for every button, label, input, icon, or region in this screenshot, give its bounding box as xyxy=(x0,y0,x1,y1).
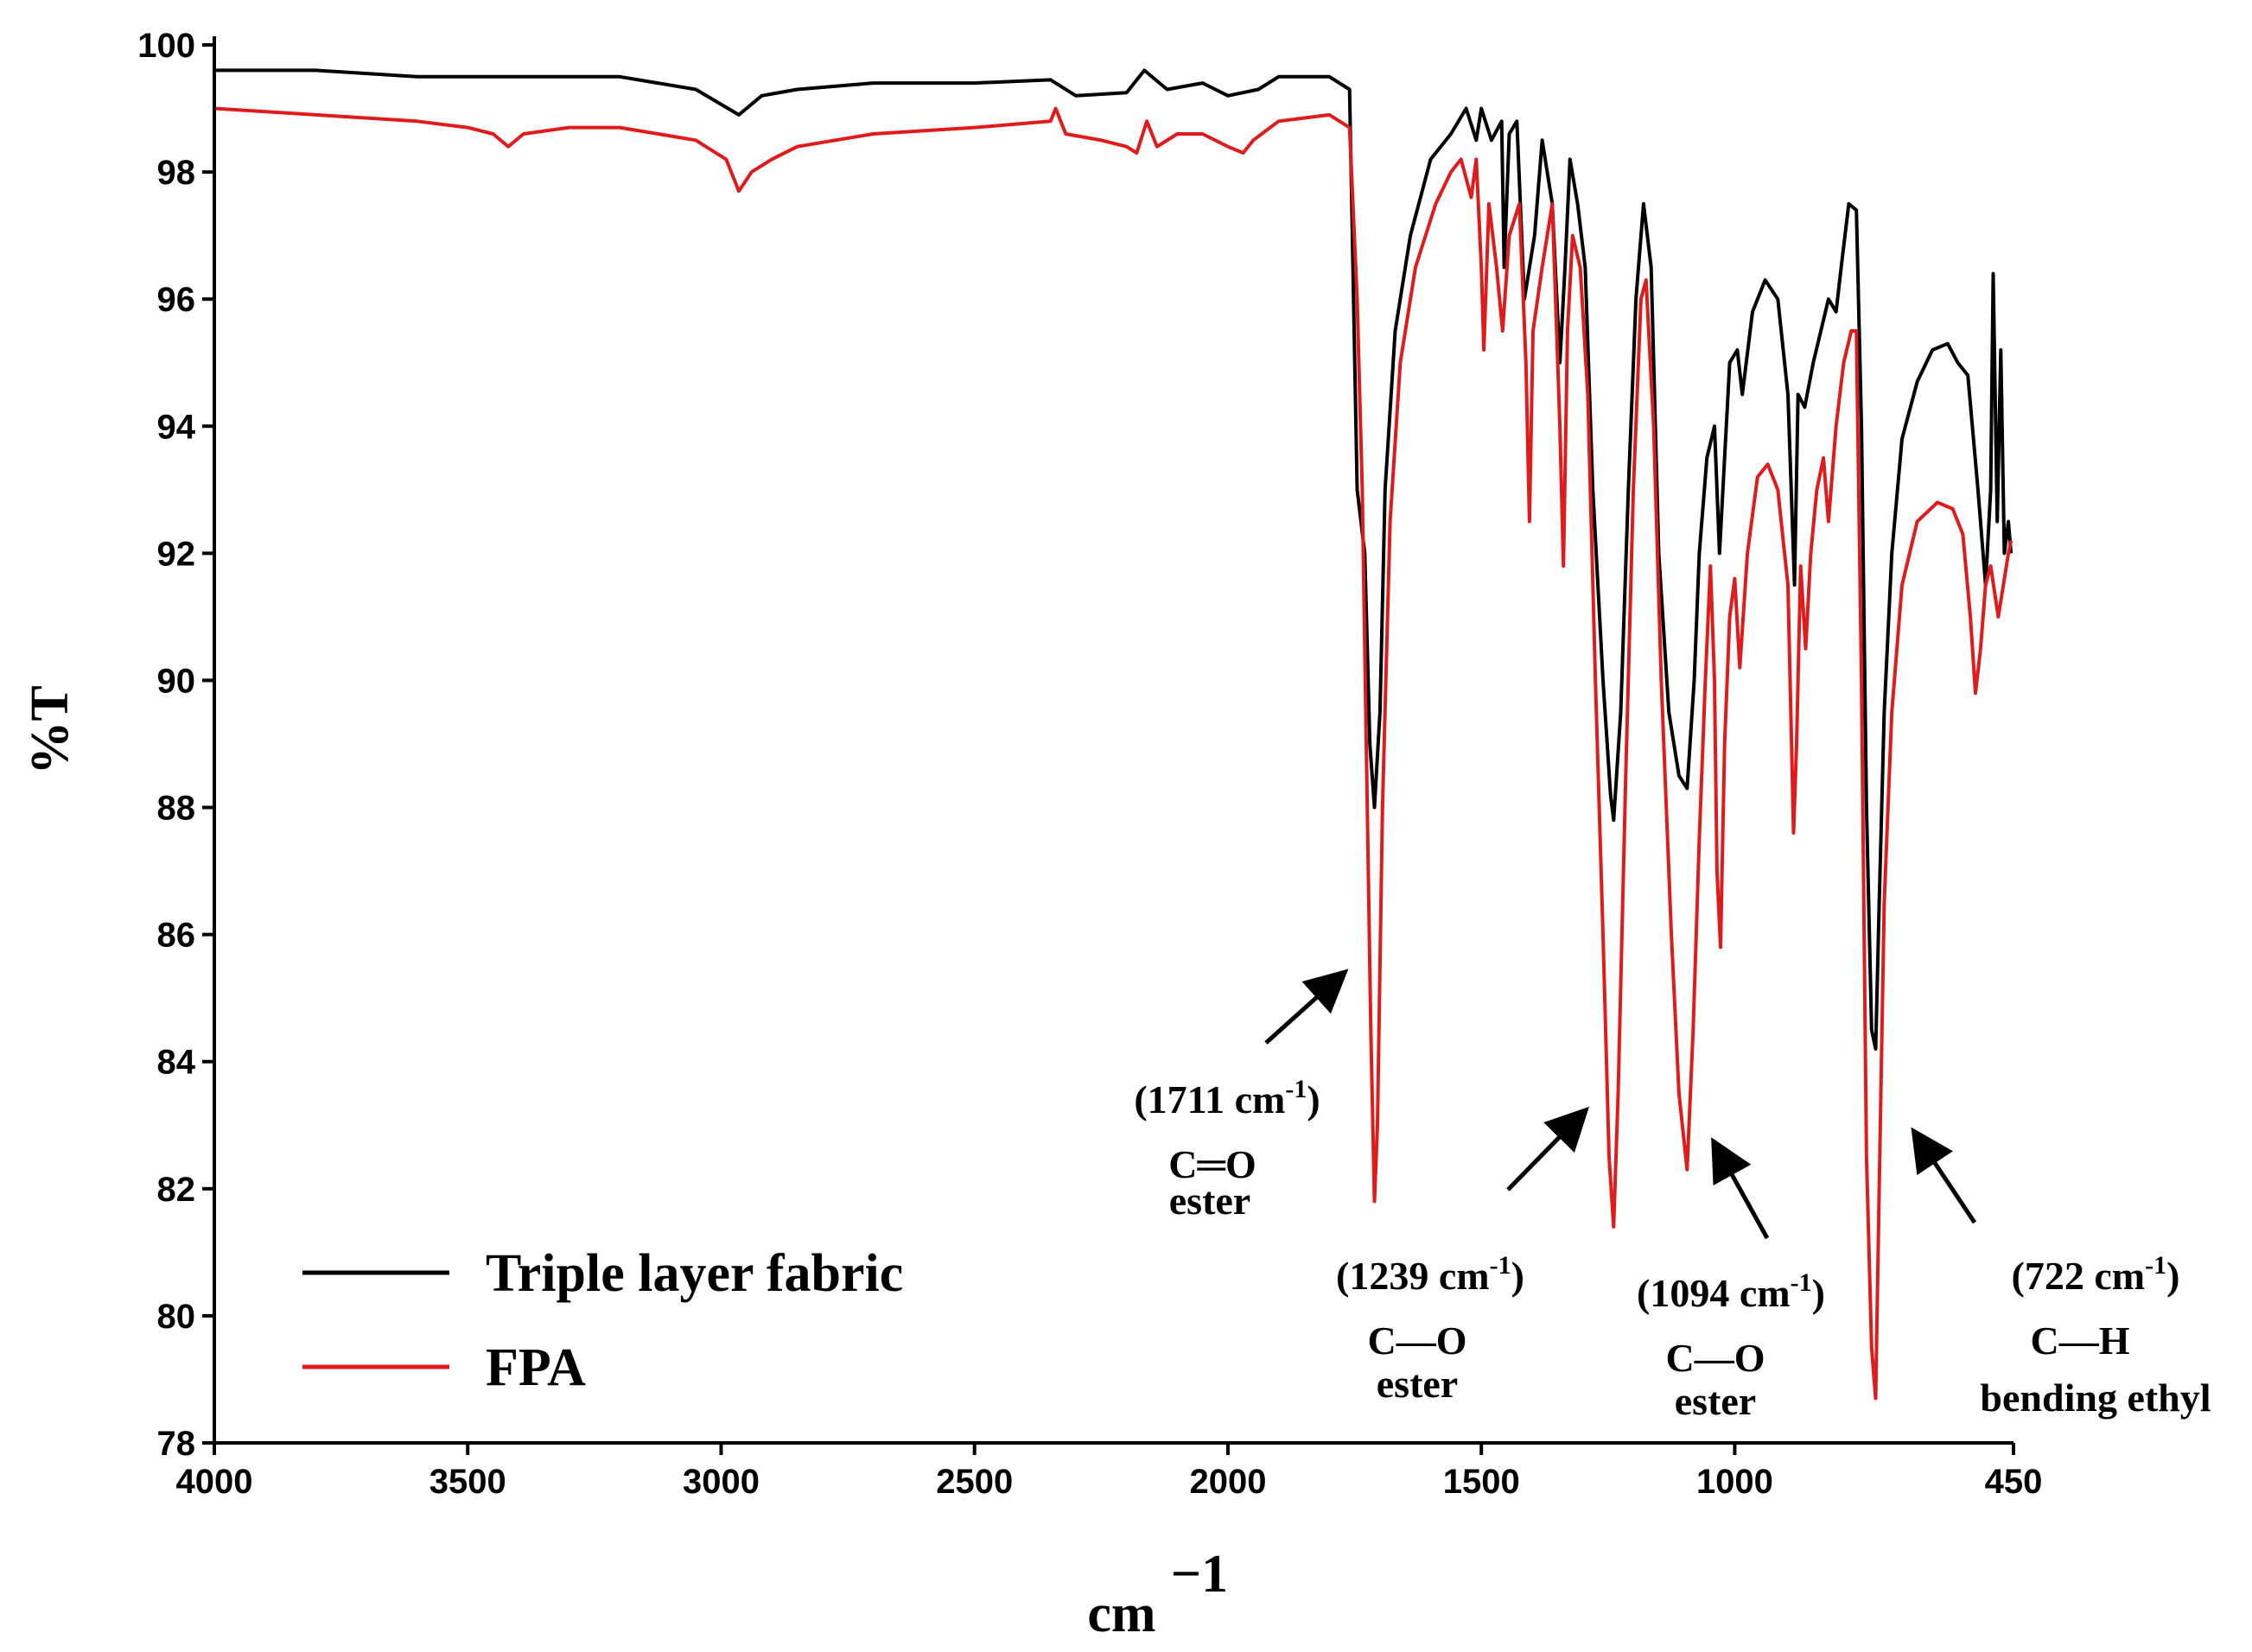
annotation-bond-1711: C═O xyxy=(1168,1142,1256,1186)
annotation-label-722: bending ethyl xyxy=(1980,1376,2211,1420)
x-axis-title-superscript: −1 xyxy=(1171,1545,1228,1604)
x-tick-label: 4000 xyxy=(176,1463,253,1501)
annotation-wavenumber-722: (722 cm-1) xyxy=(2012,1251,2180,1298)
annotation-arrow-1094 xyxy=(1711,1137,1770,1240)
annotation-wavenumber-1239: (1239 cm-1) xyxy=(1336,1251,1524,1298)
y-tick-label: 78 xyxy=(157,1425,196,1463)
x-tick-label: 2500 xyxy=(936,1463,1013,1501)
annotation-bond-1239: C—O xyxy=(1368,1318,1467,1363)
legend-label-fpa: FPA xyxy=(486,1338,586,1397)
annotation-arrow-1239 xyxy=(1506,1106,1589,1191)
x-tick-label: 450 xyxy=(1985,1463,2043,1501)
annotation-wavenumber-1711: (1711 cm-1) xyxy=(1134,1075,1320,1121)
annotation-label-1711: ester xyxy=(1169,1179,1250,1223)
y-tick-label: 90 xyxy=(157,662,196,700)
x-tick-label: 2000 xyxy=(1189,1463,1266,1501)
legend: Triple layer fabric FPA xyxy=(302,1244,903,1397)
y-tick-label: 88 xyxy=(157,790,196,828)
series-line-fpa xyxy=(213,106,2013,1401)
x-tick-label: 1000 xyxy=(1696,1463,1773,1501)
annotations: (1711 cm-1) C═O ester (1239 cm-1) C—O es… xyxy=(1134,969,2211,1423)
x-axis-title: cm xyxy=(1087,1585,1155,1643)
annotation-label-1239: ester xyxy=(1377,1362,1458,1406)
y-axis-title: %T xyxy=(21,685,80,774)
x-tick-label: 1500 xyxy=(1443,1463,1520,1501)
annotation-wavenumber-1094: (1094 cm-1) xyxy=(1637,1268,1825,1315)
y-tick-label: 84 xyxy=(157,1044,196,1082)
y-tick-label: 96 xyxy=(157,281,196,319)
chart-marks xyxy=(213,68,2013,1401)
annotation-1094: (1094 cm-1) C—O ester xyxy=(1637,1137,1825,1423)
annotation-arrow-1711 xyxy=(1264,969,1349,1045)
annotation-722: (722 cm-1) C—H bending ethyl xyxy=(1911,1127,2211,1420)
annotation-bond-722: C—H xyxy=(2031,1318,2130,1363)
annotation-1711: (1711 cm-1) C═O ester xyxy=(1134,969,1349,1223)
y-tick-label: 94 xyxy=(157,408,196,446)
y-tick-label: 92 xyxy=(157,535,196,573)
x-tick-label: 3000 xyxy=(683,1463,760,1501)
chart-ticks: 78 80 82 84 86 88 90 92 94 96 98 100 4000 3500 3000 250… xyxy=(137,27,2042,1501)
annotation-bond-1094: C—O xyxy=(1666,1336,1765,1380)
y-tick-label: 100 xyxy=(137,27,195,65)
x-tick-label: 3500 xyxy=(429,1463,506,1501)
y-tick-label: 80 xyxy=(157,1298,196,1336)
legend-label-triple-layer-fabric: Triple layer fabric xyxy=(486,1244,903,1303)
annotation-arrow-722 xyxy=(1911,1127,1977,1224)
y-tick-label: 98 xyxy=(157,154,196,192)
y-tick-label: 82 xyxy=(157,1171,196,1209)
series-line-triple-layer-fabric xyxy=(214,68,2013,1051)
annotation-label-1094: ester xyxy=(1675,1379,1756,1423)
annotation-1239: (1239 cm-1) C—O ester xyxy=(1336,1106,1589,1406)
chart-axes xyxy=(213,36,2013,1445)
y-tick-label: 86 xyxy=(157,917,196,955)
